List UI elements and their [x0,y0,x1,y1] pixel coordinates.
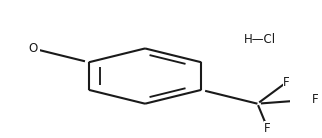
Text: H—Cl: H—Cl [244,33,276,47]
Text: F: F [283,76,290,89]
Text: F: F [312,93,318,106]
Text: F: F [264,122,271,135]
Text: O: O [28,42,37,55]
